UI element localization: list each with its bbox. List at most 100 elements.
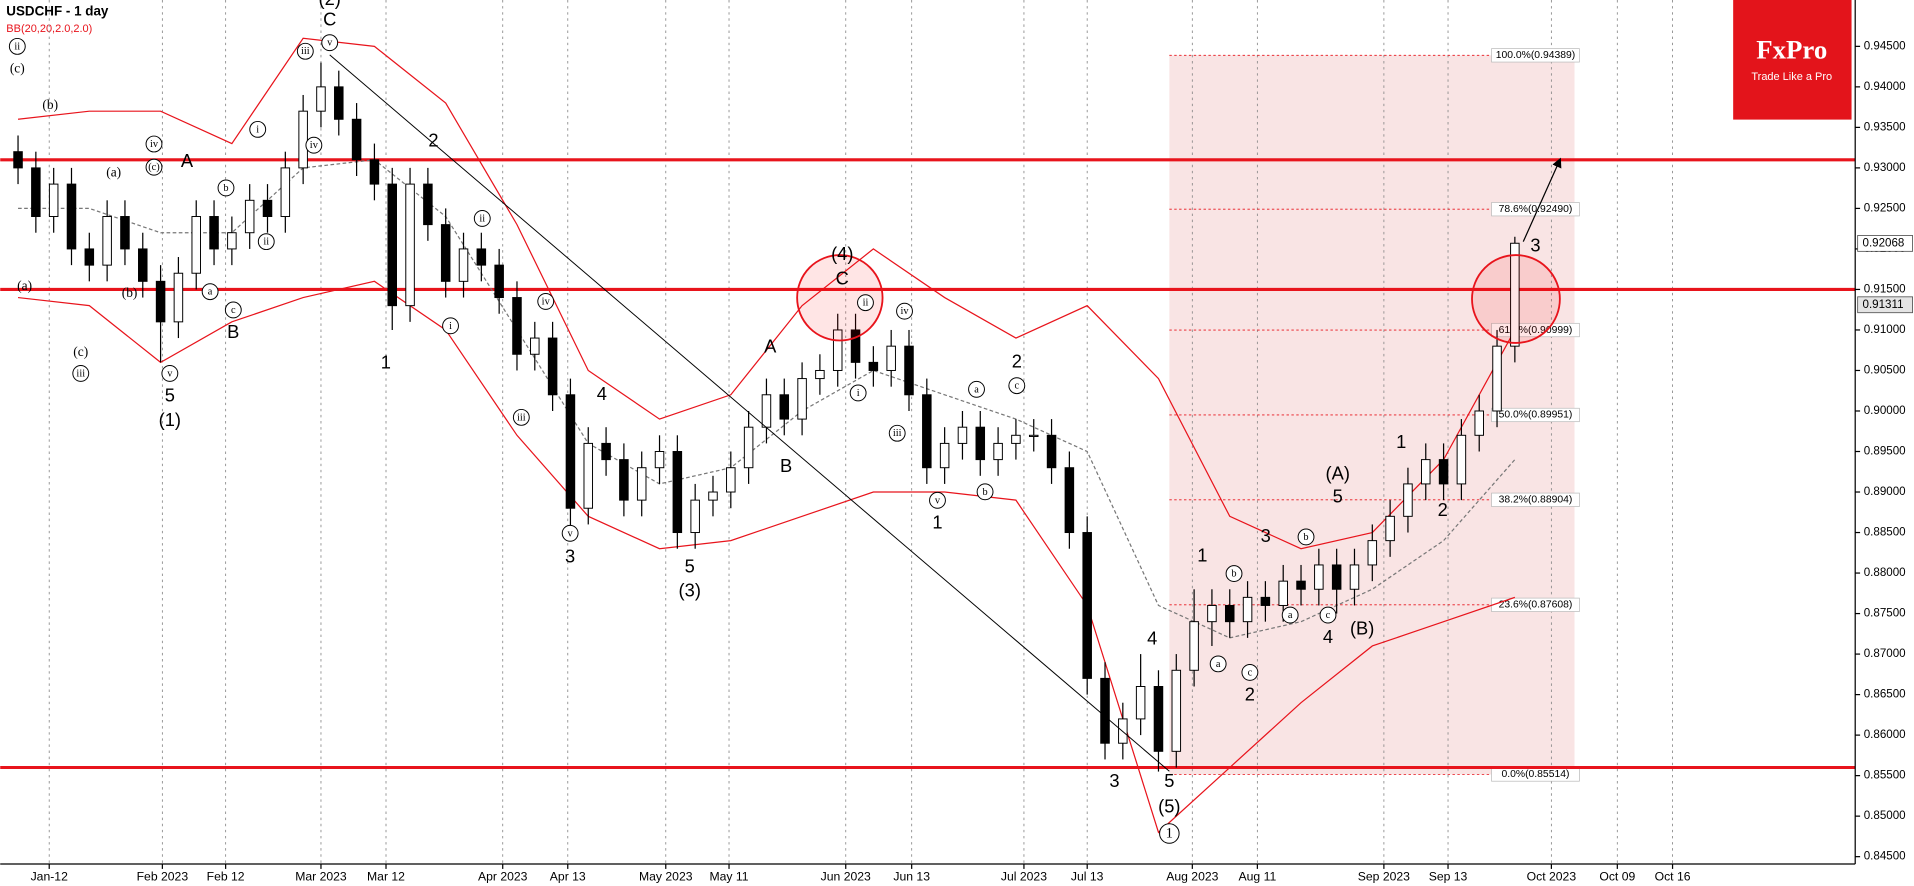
wave-label: b — [1303, 532, 1308, 543]
fib-label: 100.0%(0.94389) — [1496, 50, 1575, 61]
candle-body — [886, 345, 896, 371]
wave-label: (b) — [122, 285, 138, 300]
candle-body — [583, 442, 594, 509]
candle-body — [494, 264, 504, 299]
candle-body — [975, 426, 986, 461]
logo-name: FxPro — [1756, 35, 1827, 65]
candle-body — [316, 86, 326, 112]
wave-label: i — [256, 124, 259, 135]
wave-label-circle — [1241, 664, 1259, 681]
candle-body — [939, 442, 950, 469]
wave-label: ii — [863, 298, 869, 309]
wave-label-circle — [512, 408, 530, 426]
highlight-circle — [1471, 254, 1561, 344]
wave-label-circle — [257, 233, 275, 251]
fib-label: 50.0%(0.89951) — [1499, 410, 1573, 421]
candle-body — [1207, 604, 1217, 623]
wave-label: ii — [263, 237, 269, 248]
wave-label-circle — [145, 135, 163, 153]
wave-label: B — [780, 455, 792, 476]
x-tick-label: May 2023 — [639, 870, 693, 884]
wave-label: (2) — [319, 0, 341, 9]
candle-body — [102, 216, 112, 266]
candle-body — [1135, 686, 1146, 720]
wave-label: c — [231, 305, 236, 316]
y-tick-label: 0.90500 — [1864, 365, 1906, 377]
candle-body — [440, 224, 451, 282]
wave-label: (5) — [1158, 796, 1180, 817]
x-tick-label: May 11 — [709, 870, 748, 884]
wave-label: (B) — [1350, 618, 1374, 639]
y-tick-label: 0.85000 — [1864, 810, 1906, 822]
fib-label-box — [1491, 407, 1580, 423]
wave-label: iv — [310, 140, 319, 151]
candle-body — [636, 467, 647, 501]
fib-label-box — [1491, 202, 1580, 217]
wave-label: a — [974, 384, 979, 395]
wave-label-circle — [296, 42, 314, 60]
candle-body — [191, 216, 201, 274]
x-tick-label: Apr 13 — [550, 870, 586, 884]
y-tick-label: 0.87000 — [1864, 648, 1906, 660]
logo-box — [1733, 0, 1852, 120]
candle-body — [726, 467, 736, 493]
candle-body — [530, 337, 540, 355]
candle-body — [458, 248, 469, 282]
x-tick-label: Oct 09 — [1599, 870, 1635, 884]
wave-label: 2 — [428, 129, 438, 150]
wave-label: 5 — [165, 384, 175, 405]
price-tag-label: 0.92068 — [1863, 237, 1905, 249]
candle-body — [31, 167, 41, 218]
x-tick-label: Jan-12 — [31, 870, 68, 884]
wave-label: 5 — [685, 555, 695, 576]
chart-title: USDCHF - 1 day — [6, 4, 109, 19]
wave-label: 5 — [1164, 770, 1174, 791]
wave-label-circle — [1225, 565, 1243, 583]
x-tick-label: Aug 11 — [1239, 870, 1277, 884]
y-tick-label: 0.94000 — [1864, 81, 1906, 93]
candle-body — [1082, 532, 1092, 679]
wave-label-circle — [321, 34, 339, 52]
candle-body — [476, 248, 487, 266]
candle-body — [672, 451, 683, 534]
candle-body — [280, 167, 291, 218]
indicator-label: BB(20,20,2.0,2.0) — [6, 23, 92, 35]
fib-label-box — [1491, 48, 1580, 63]
wave-label-circle — [976, 483, 994, 501]
y-tick-label: 0.89000 — [1864, 486, 1906, 498]
wave-label: 3 — [1530, 234, 1540, 255]
y-tick-label: 0.89500 — [1864, 446, 1906, 458]
highlight-circle — [796, 254, 884, 342]
wave-label: 1 — [1166, 825, 1173, 841]
y-tick-label: 0.84500 — [1864, 851, 1906, 863]
candle-body — [1278, 580, 1288, 606]
candle-body — [138, 248, 148, 282]
logo-slogan: Trade Like a Pro — [1751, 71, 1832, 83]
candle-body — [387, 183, 398, 307]
bollinger-upper — [17, 37, 1516, 550]
wave-label-circle — [161, 365, 179, 382]
candle-body — [1403, 483, 1413, 517]
candle-body — [761, 394, 772, 428]
wave-label-circle — [1159, 823, 1180, 844]
candle-body — [832, 329, 843, 371]
candle-body — [1456, 434, 1467, 485]
candle-body — [797, 378, 807, 420]
candle-body — [868, 361, 879, 371]
wave-label: a — [1216, 659, 1221, 670]
y-tick-label: 0.93500 — [1864, 121, 1906, 133]
candle-body — [547, 337, 558, 396]
candle-body — [1510, 242, 1520, 347]
bollinger-lower — [17, 280, 1516, 834]
wave-label: 4 — [1323, 626, 1333, 647]
candle-body — [1385, 515, 1395, 542]
wave-label: 2 — [1438, 499, 1448, 520]
wave-label: 1 — [1396, 431, 1406, 452]
candle-body — [1260, 596, 1271, 606]
candle-body — [815, 369, 825, 380]
wave-label: a — [1288, 610, 1293, 621]
wave-label: iii — [517, 412, 526, 423]
wave-label: (c) — [10, 61, 25, 76]
wave-label-circle — [201, 283, 219, 301]
wave-label-circle — [1281, 606, 1299, 624]
